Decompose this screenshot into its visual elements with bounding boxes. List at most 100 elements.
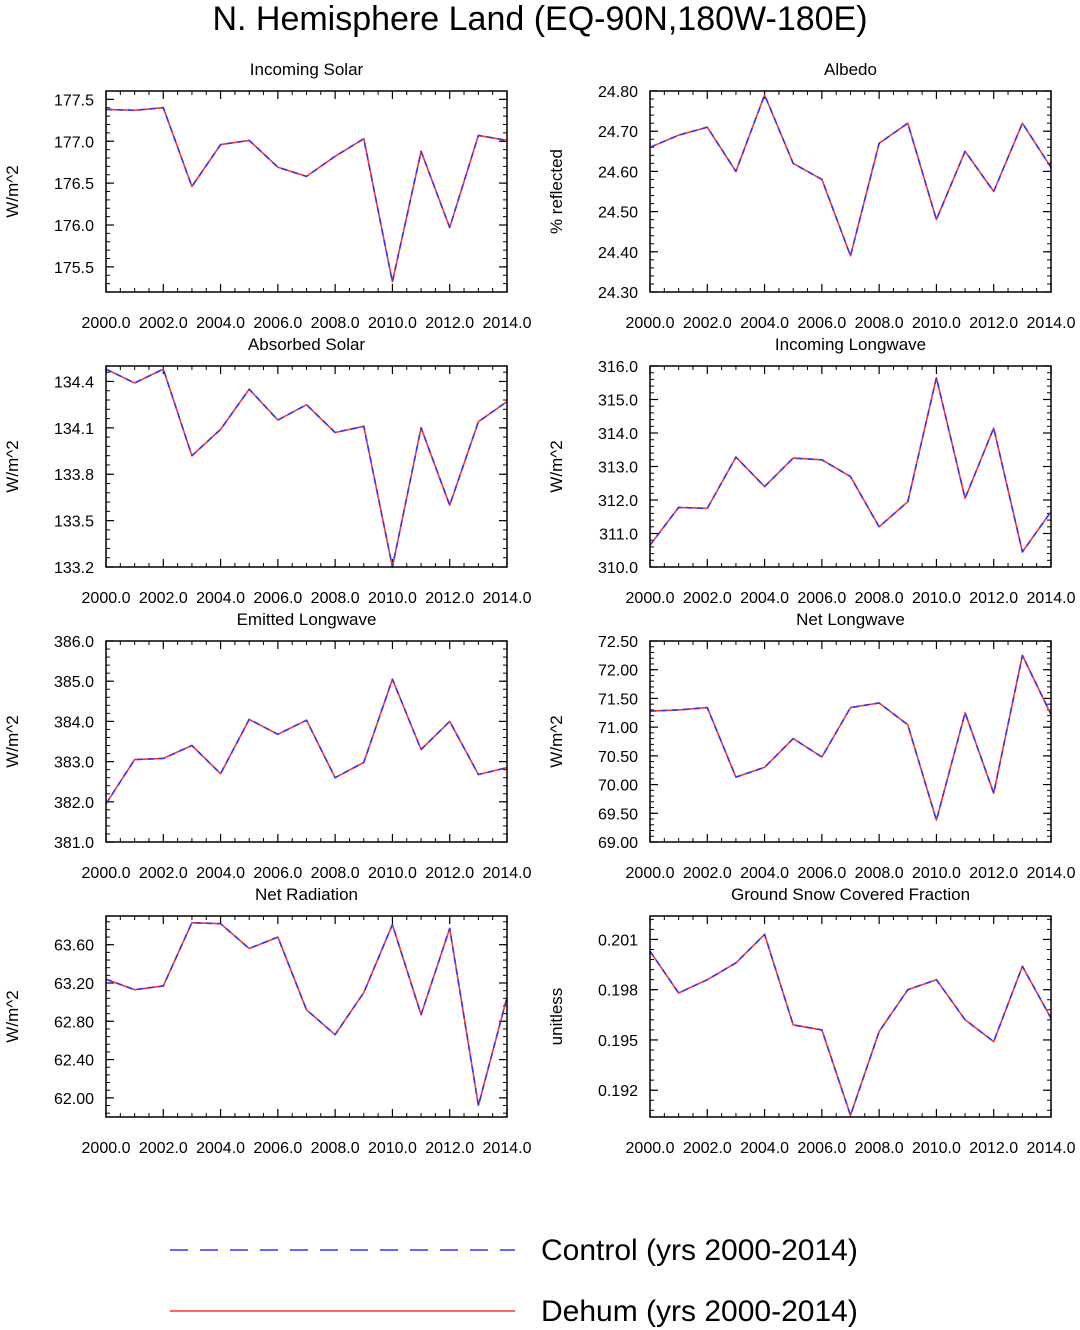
x-tick-label: 2014.0 — [1027, 1140, 1076, 1157]
x-tick-label: 2002.0 — [139, 865, 188, 882]
x-tick-label: 2008.0 — [311, 865, 360, 882]
y-tick-label: 316.0 — [598, 359, 638, 376]
panels: Incoming Solar W/m^2 2000.0 2002.0 2004.0 200… — [3, 60, 1076, 1157]
y-tick-label: 133.8 — [54, 467, 94, 484]
y-tick-label: 72.50 — [598, 634, 638, 651]
plot-frame — [649, 365, 1052, 568]
y-tick-label: 71.50 — [598, 691, 638, 708]
y-tick-label: 24.70 — [598, 124, 638, 141]
y-axis-label: W/m^2 — [3, 990, 22, 1042]
y-tick-label: 315.0 — [598, 393, 638, 410]
x-tick-label: 2002.0 — [139, 590, 188, 607]
panel-incoming-solar: Incoming Solar W/m^2 2000.0 2002.0 2004.0 200… — [3, 60, 532, 332]
series-line-dehum-yrs-2000-2014 — [105, 368, 508, 568]
x-tick-label: 2010.0 — [368, 590, 417, 607]
figure-title: N. Hemisphere Land (EQ-90N,180W-180E) — [212, 0, 867, 38]
y-tick-label: 63.60 — [54, 938, 94, 955]
series-line-control-yrs-2000-2014 — [105, 678, 508, 805]
x-tick-label: 2012.0 — [969, 1140, 1018, 1157]
y-tick-label: 0.201 — [598, 932, 638, 949]
y-tick-label: 70.00 — [598, 778, 638, 795]
x-tick-label: 2014.0 — [1027, 590, 1076, 607]
x-tick-label: 2014.0 — [1027, 315, 1076, 332]
x-tick-label: 2008.0 — [311, 315, 360, 332]
series-line-dehum-yrs-2000-2014 — [649, 376, 1052, 553]
panel-title: Net Longwave — [796, 610, 905, 629]
y-tick-label: 133.2 — [54, 560, 94, 577]
x-tick-label: 2000.0 — [82, 865, 131, 882]
y-tick-label: 386.0 — [54, 634, 94, 651]
y-tick-label: 71.00 — [598, 720, 638, 737]
x-tick-label: 2000.0 — [626, 590, 675, 607]
series-line-control-yrs-2000-2014 — [649, 933, 1052, 1117]
panel-title: Ground Snow Covered Fraction — [731, 885, 970, 904]
y-tick-label: 383.0 — [54, 755, 94, 772]
x-tick-label: 2010.0 — [912, 590, 961, 607]
series-line-control-yrs-2000-2014 — [105, 921, 508, 1107]
plot-frame — [105, 640, 508, 843]
x-tick-label: 2002.0 — [683, 590, 732, 607]
x-tick-label: 2004.0 — [196, 590, 245, 607]
panel-net-radiation: Net Radiation W/m^2 2000.0 2002.0 2004.0 2006… — [3, 885, 532, 1157]
y-tick-label: 24.60 — [598, 164, 638, 181]
y-tick-label: 70.50 — [598, 749, 638, 766]
legend-dehum-label: Dehum (yrs 2000-2014) — [541, 1295, 858, 1328]
y-tick-label: 24.50 — [598, 205, 638, 222]
y-axis-label: W/m^2 — [3, 715, 22, 767]
y-tick-label: 62.00 — [54, 1091, 94, 1108]
x-tick-label: 2010.0 — [912, 1140, 961, 1157]
x-tick-label: 2014.0 — [1027, 865, 1076, 882]
x-tick-label: 2008.0 — [311, 590, 360, 607]
plot-frame — [649, 640, 1052, 843]
series-line-dehum-yrs-2000-2014 — [105, 678, 508, 805]
x-tick-label: 2006.0 — [253, 865, 302, 882]
panel-emitted-longwave: Emitted Longwave W/m^2 2000.0 2002.0 2004.0 2… — [3, 610, 532, 882]
x-tick-label: 2010.0 — [912, 315, 961, 332]
panel-title: Incoming Solar — [250, 60, 364, 79]
y-tick-label: 381.0 — [54, 835, 94, 852]
x-tick-label: 2004.0 — [196, 865, 245, 882]
x-tick-label: 2006.0 — [253, 590, 302, 607]
x-tick-label: 2004.0 — [740, 1140, 789, 1157]
y-tick-label: 134.1 — [54, 421, 94, 438]
panel-incoming-longwave: Incoming Longwave W/m^2 2000.0 2002.0 2004.0… — [547, 335, 1076, 607]
x-tick-label: 2002.0 — [683, 865, 732, 882]
plot-frame — [105, 365, 508, 568]
y-axis-label: W/m^2 — [547, 715, 566, 767]
x-tick-label: 2000.0 — [82, 1140, 131, 1157]
series-line-dehum-yrs-2000-2014 — [105, 106, 508, 283]
y-tick-label: 175.5 — [54, 260, 94, 277]
series-line-dehum-yrs-2000-2014 — [649, 94, 1052, 257]
panel-title: Net Radiation — [255, 885, 358, 904]
x-tick-label: 2002.0 — [139, 315, 188, 332]
x-tick-label: 2014.0 — [483, 1140, 532, 1157]
x-tick-label: 2012.0 — [425, 315, 474, 332]
x-tick-label: 2002.0 — [139, 1140, 188, 1157]
y-tick-label: 0.198 — [598, 983, 638, 1000]
legend: Control (yrs 2000-2014) Dehum (yrs 2000-… — [170, 1234, 858, 1328]
y-tick-label: 385.0 — [54, 674, 94, 691]
x-tick-label: 2000.0 — [82, 590, 131, 607]
y-tick-label: 69.00 — [598, 835, 638, 852]
x-tick-label: 2006.0 — [797, 1140, 846, 1157]
y-tick-label: 72.00 — [598, 663, 638, 680]
plot-frame — [105, 915, 508, 1118]
y-tick-label: 62.80 — [54, 1014, 94, 1031]
x-tick-label: 2006.0 — [253, 1140, 302, 1157]
x-tick-label: 2012.0 — [969, 590, 1018, 607]
series-line-control-yrs-2000-2014 — [105, 106, 508, 283]
x-tick-label: 2014.0 — [483, 865, 532, 882]
x-tick-label: 2006.0 — [797, 315, 846, 332]
y-axis-label: W/m^2 — [547, 440, 566, 492]
x-tick-label: 2008.0 — [855, 315, 904, 332]
panel-title: Absorbed Solar — [248, 335, 366, 354]
y-tick-label: 63.20 — [54, 976, 94, 993]
y-tick-label: 384.0 — [54, 714, 94, 731]
x-tick-label: 2004.0 — [196, 315, 245, 332]
x-tick-label: 2004.0 — [740, 865, 789, 882]
x-tick-label: 2012.0 — [425, 865, 474, 882]
plot-frame — [649, 915, 1052, 1118]
y-tick-label: 177.0 — [54, 134, 94, 151]
x-tick-label: 2014.0 — [483, 590, 532, 607]
y-axis-label: unitless — [547, 988, 566, 1046]
